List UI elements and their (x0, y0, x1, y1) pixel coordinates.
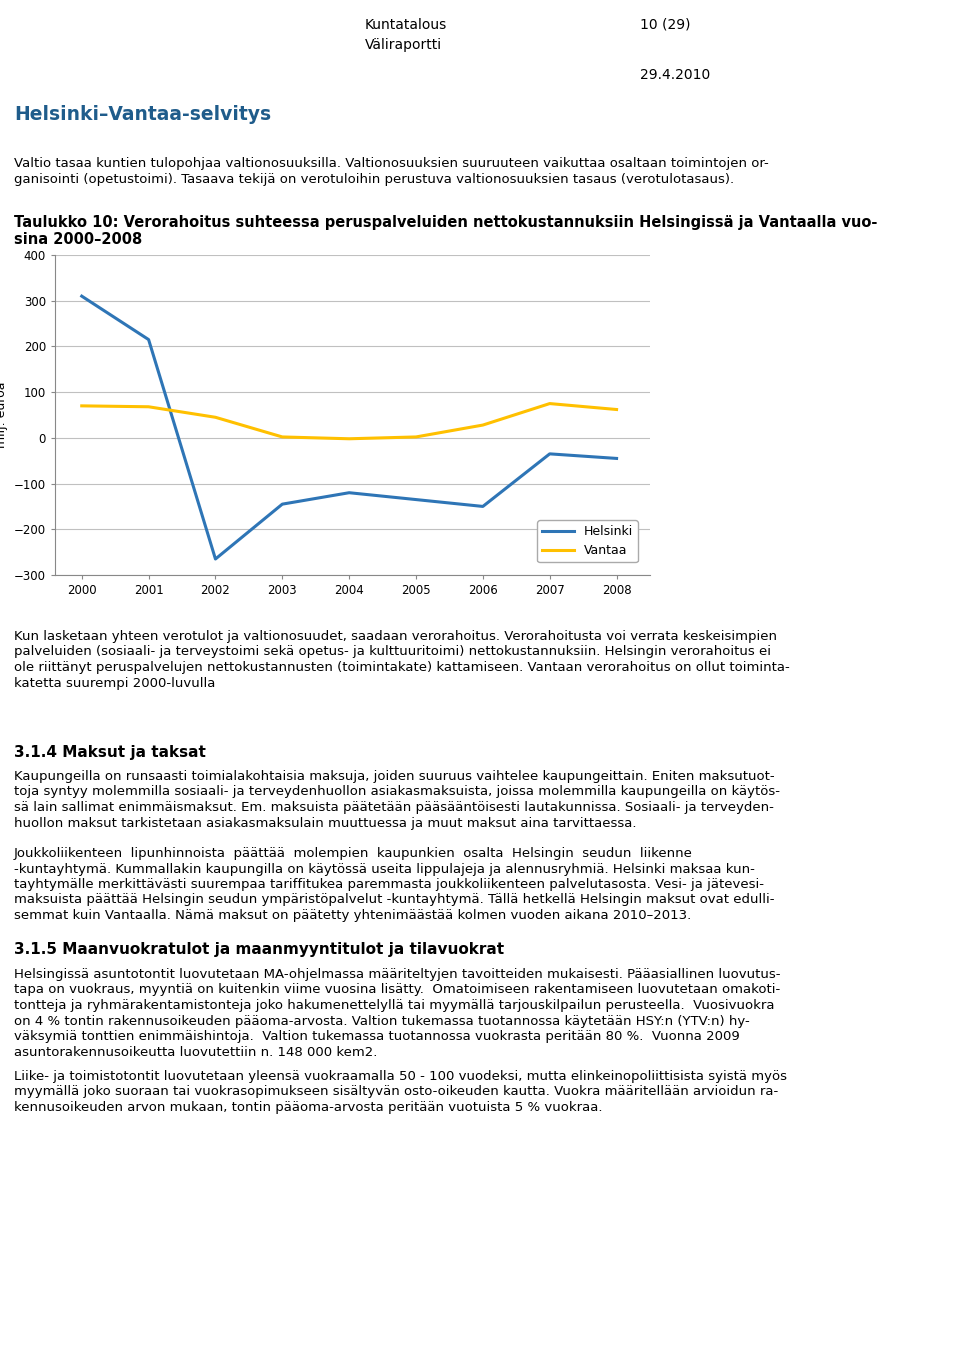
Text: Kaupungeilla on runsaasti toimialakohtaisia maksuja, joiden suuruus vaihtelee ka: Kaupungeilla on runsaasti toimialakohtai… (14, 771, 775, 783)
Vantaa (477, 417, 489, 434)
Text: Joukkoliikenteen  lipunhinnoista  päättää  molempien  kaupunkien  osalta  Helsin: Joukkoliikenteen lipunhinnoista päättää … (14, 847, 693, 860)
Text: ole riittänyt peruspalvelujen nettokustannusten (toimintakate) kattamiseen. Vant: ole riittänyt peruspalvelujen nettokusta… (14, 660, 790, 674)
Text: palveluiden (sosiaali- ja terveystoimi sekä opetus- ja kulttuuritoimi) nettokust: palveluiden (sosiaali- ja terveystoimi s… (14, 646, 771, 659)
Helsinki (410, 492, 421, 508)
Helsinki (544, 446, 556, 462)
Text: sä lain sallimat enimmäismaksut. Em. maksuista päätetään pääsääntöisesti lautaku: sä lain sallimat enimmäismaksut. Em. mak… (14, 800, 774, 814)
Helsinki (477, 499, 489, 515)
Text: Kuntatalous: Kuntatalous (365, 18, 447, 33)
Legend: Helsinki, Vantaa: Helsinki, Vantaa (538, 520, 637, 563)
Text: -kuntayhtymä. Kummallakin kaupungilla on käytössä useita lippulajeja ja alennusr: -kuntayhtymä. Kummallakin kaupungilla on… (14, 863, 755, 875)
Text: 10 (29): 10 (29) (640, 18, 690, 33)
Vantaa (143, 398, 155, 414)
Vantaa (410, 429, 421, 446)
Text: asuntorakennusoikeutta luovutettiin n. 148 000 kem2.: asuntorakennusoikeutta luovutettiin n. 1… (14, 1045, 377, 1059)
Helsinki (209, 550, 221, 567)
Text: maksuista päättää Helsingin seudun ympäristöpalvelut -kuntayhtymä. Tällä hetkell: maksuista päättää Helsingin seudun ympär… (14, 893, 775, 906)
Text: Helsinki–Vantaa-selvitys: Helsinki–Vantaa-selvitys (14, 105, 271, 124)
Vantaa (76, 398, 87, 414)
Line: Vantaa: Vantaa (82, 404, 616, 439)
Text: sina 2000–2008: sina 2000–2008 (14, 232, 142, 247)
Text: on 4 % tontin rakennusoikeuden pääoma-arvosta. Valtion tukemassa tuotannossa käy: on 4 % tontin rakennusoikeuden pääoma-ar… (14, 1015, 750, 1027)
Vantaa (611, 401, 622, 417)
Text: tontteja ja ryhmärakentamistonteja joko hakumenettelyllä tai myymällä tarjouskil: tontteja ja ryhmärakentamistonteja joko … (14, 999, 775, 1012)
Helsinki (611, 450, 622, 466)
Text: Liike- ja toimistotontit luovutetaan yleensä vuokraamalla 50 - 100 vuodeksi, mut: Liike- ja toimistotontit luovutetaan yle… (14, 1070, 787, 1083)
Text: katetta suurempi 2000-luvulla: katetta suurempi 2000-luvulla (14, 677, 215, 689)
Text: Taulukko 10: Verorahoitus suhteessa peruspalveluiden nettokustannuksiin Helsingi: Taulukko 10: Verorahoitus suhteessa peru… (14, 215, 877, 230)
Text: semmat kuin Vantaalla. Nämä maksut on päätetty yhtenimäästää kolmen vuoden aikan: semmat kuin Vantaalla. Nämä maksut on pä… (14, 909, 691, 921)
Helsinki (143, 332, 155, 348)
Vantaa (544, 395, 556, 412)
Text: 3.1.4 Maksut ja taksat: 3.1.4 Maksut ja taksat (14, 745, 205, 760)
Y-axis label: milj. euroa: milj. euroa (0, 382, 9, 448)
Text: huollon maksut tarkistetaan asiakasmaksulain muuttuessa ja muut maksut aina tarv: huollon maksut tarkistetaan asiakasmaksu… (14, 817, 636, 829)
Text: tapa on vuokraus, myyntiä on kuitenkin viime vuosina lisätty.  Omatoimiseen rake: tapa on vuokraus, myyntiä on kuitenkin v… (14, 984, 780, 996)
Text: myymällä joko suoraan tai vuokrasopimukseen sisältyvän osto-oikeuden kautta. Vuo: myymällä joko suoraan tai vuokrasopimuks… (14, 1086, 779, 1098)
Helsinki (76, 288, 87, 304)
Text: Helsingissä asuntotontit luovutetaan MA-ohjelmassa määriteltyjen tavoitteiden mu: Helsingissä asuntotontit luovutetaan MA-… (14, 968, 780, 981)
Text: väksymiä tonttien enimmäishintoja.  Valtion tukemassa tuotannossa vuokrasta peri: väksymiä tonttien enimmäishintoja. Valti… (14, 1030, 740, 1042)
Text: kennusoikeuden arvon mukaan, tontin pääoma-arvosta peritään vuotuista 5 % vuokra: kennusoikeuden arvon mukaan, tontin pääo… (14, 1101, 603, 1114)
Text: 3.1.5 Maanvuokratulot ja maanmyyntitulot ja tilavuokrat: 3.1.5 Maanvuokratulot ja maanmyyntitulot… (14, 942, 504, 957)
Text: Kun lasketaan yhteen verotulot ja valtionosuudet, saadaan verorahoitus. Veroraho: Kun lasketaan yhteen verotulot ja valtio… (14, 631, 777, 643)
Text: ganisointi (opetustoimi). Tasaava tekijä on verotuloihin perustuva valtionosuuks: ganisointi (opetustoimi). Tasaava tekijä… (14, 173, 734, 186)
Text: tayhtymälle merkittävästi suurempaa tariffitukea paremmasta joukkoliikenteen pal: tayhtymälle merkittävästi suurempaa tari… (14, 878, 764, 892)
Vantaa (276, 429, 288, 446)
Text: toja syntyy molemmilla sosiaali- ja terveydenhuollon asiakasmaksuista, joissa mo: toja syntyy molemmilla sosiaali- ja terv… (14, 786, 780, 799)
Text: 29.4.2010: 29.4.2010 (640, 68, 710, 82)
Text: Väliraportti: Väliraportti (365, 38, 443, 52)
Vantaa (209, 409, 221, 425)
Helsinki (276, 496, 288, 512)
Helsinki (344, 485, 355, 501)
Vantaa (344, 431, 355, 447)
Text: Valtio tasaa kuntien tulopohjaa valtionosuuksilla. Valtionosuuksien suuruuteen v: Valtio tasaa kuntien tulopohjaa valtiono… (14, 158, 769, 170)
Line: Helsinki: Helsinki (82, 296, 616, 559)
